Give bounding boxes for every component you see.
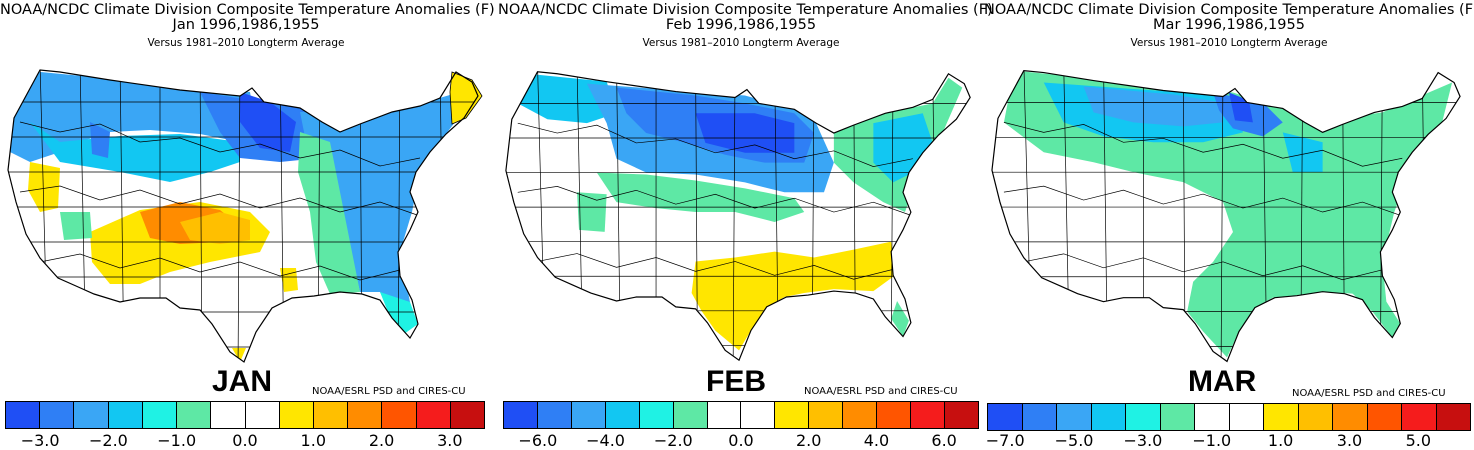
scale-tick-label: −1.0: [157, 431, 197, 450]
color-swatch: [1402, 404, 1437, 430]
color-swatch: [809, 402, 844, 428]
color-swatch: [504, 402, 538, 428]
color-swatch: [1057, 404, 1092, 430]
scale-tick-label: 3.0: [437, 431, 463, 450]
scale-tick-label: −3.0: [20, 431, 60, 450]
color-swatch: [1126, 404, 1161, 430]
color-swatch: [1022, 404, 1057, 430]
color-scale-bar: [5, 401, 485, 429]
scale-tick-label: 3.0: [1336, 431, 1363, 450]
color-swatch: [843, 402, 878, 428]
color-swatch: [741, 402, 776, 428]
us-anomaly-map: [7, 69, 483, 363]
color-swatch: [348, 402, 383, 428]
map-panel-jan: NOAA/NCDC Climate Division Composite Tem…: [0, 0, 495, 450]
scale-tick-label: −3.0: [1123, 431, 1163, 450]
scale-tick-label: 5.0: [1405, 431, 1432, 450]
us-anomaly-map: [505, 71, 971, 362]
color-swatch: [177, 402, 212, 428]
color-swatch: [1298, 404, 1333, 430]
credit-text: NOAA/ESRL PSD and CIRES-CU: [1292, 388, 1446, 399]
color-swatch: [74, 402, 109, 428]
map-baseline: Versus 1981–2010 Longterm Average: [642, 37, 840, 49]
us-anomaly-map: [991, 69, 1461, 363]
color-swatch: [537, 402, 572, 428]
color-swatch: [1091, 404, 1126, 430]
color-swatch: [571, 402, 606, 428]
scale-tick-label: −2.0: [653, 431, 693, 450]
color-swatch: [1229, 404, 1264, 430]
scale-tick-label: −5.0: [1054, 431, 1094, 450]
color-swatch: [1160, 404, 1195, 430]
color-swatch: [605, 402, 640, 428]
scale-tick-label: 6.0: [931, 431, 957, 450]
scale-tick-label: 0.0: [728, 431, 754, 450]
month-label: MAR: [1188, 365, 1257, 398]
scale-tick-label: −2.0: [88, 431, 128, 450]
color-swatch: [313, 402, 349, 428]
map-subtitle: Mar 1996,1986,1955: [1153, 17, 1305, 33]
color-swatch: [877, 402, 912, 428]
color-swatch: [245, 402, 280, 428]
color-swatch: [775, 402, 810, 428]
color-swatch: [1264, 404, 1299, 430]
color-swatch: [673, 402, 708, 428]
map-title: NOAA/NCDC Climate Division Composite Tem…: [498, 2, 993, 18]
scale-tick-label: 1.0: [300, 431, 327, 450]
color-swatch: [211, 402, 246, 428]
map-panel-mar: NOAA/NCDC Climate Division Composite Tem…: [984, 0, 1474, 450]
color-swatch: [1333, 404, 1368, 430]
scale-tick-label: 2.0: [795, 431, 822, 450]
scale-tick-label: 1.0: [1267, 431, 1294, 450]
map-subtitle: Jan 1996,1986,1955: [172, 17, 320, 33]
color-swatch: [40, 402, 75, 428]
credit-text: NOAA/ESRL PSD and CIRES-CU: [312, 386, 466, 397]
scale-tick-label: −7.0: [985, 431, 1025, 450]
color-swatch: [707, 402, 742, 428]
color-swatch: [944, 402, 978, 428]
color-swatch: [279, 402, 314, 428]
scale-tick-label: 4.0: [863, 431, 890, 450]
map-baseline: Versus 1981–2010 Longterm Average: [1130, 37, 1328, 49]
color-swatch: [416, 402, 451, 428]
color-swatch: [142, 402, 178, 428]
color-swatch: [6, 402, 41, 428]
color-swatch: [382, 402, 417, 428]
color-swatch: [1436, 404, 1470, 430]
color-scale-bar: [503, 401, 979, 429]
color-swatch: [108, 402, 143, 428]
map-baseline: Versus 1981–2010 Longterm Average: [147, 37, 345, 49]
scale-tick-label: 2.0: [368, 431, 395, 450]
month-label: JAN: [212, 365, 273, 398]
color-swatch: [450, 402, 485, 428]
color-swatch: [1195, 404, 1230, 430]
scale-tick-label: −1.0: [1192, 431, 1232, 450]
color-swatch: [911, 402, 945, 428]
scale-tick-label: −4.0: [586, 431, 625, 450]
color-swatch: [988, 404, 1023, 430]
color-swatch: [1367, 404, 1402, 430]
scale-tick-label: −6.0: [518, 431, 558, 450]
month-label: FEB: [706, 365, 766, 398]
map-title: NOAA/NCDC Climate Division Composite Tem…: [0, 2, 495, 18]
map-title: NOAA/NCDC Climate Division Composite Tem…: [984, 2, 1474, 18]
map-subtitle: Feb 1996,1986,1955: [665, 17, 817, 33]
map-panel-feb: NOAA/NCDC Climate Division Composite Tem…: [498, 0, 993, 450]
color-swatch: [639, 402, 674, 428]
credit-text: NOAA/ESRL PSD and CIRES-CU: [804, 386, 958, 397]
color-scale-bar: [987, 403, 1471, 431]
scale-tick-label: 0.0: [232, 431, 258, 450]
